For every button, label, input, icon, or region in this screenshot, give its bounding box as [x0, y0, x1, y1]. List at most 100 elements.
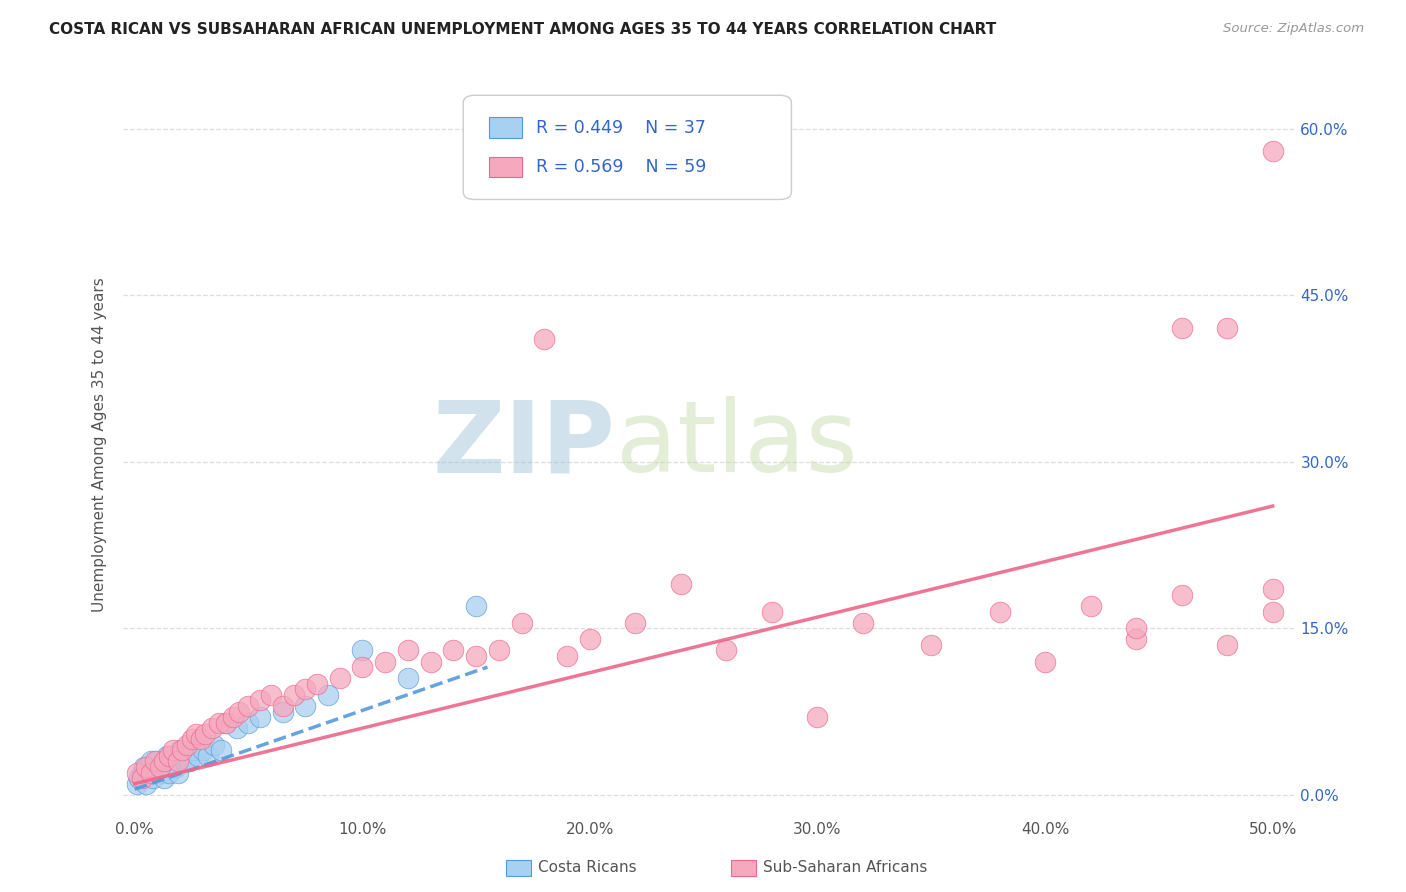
FancyBboxPatch shape: [489, 118, 522, 138]
Point: [179, 755, 201, 769]
Point: [294, 698, 316, 713]
Point: [316, 688, 339, 702]
FancyBboxPatch shape: [489, 157, 522, 178]
Point: [761, 605, 783, 619]
Point: [150, 760, 173, 774]
Point: [153, 771, 176, 785]
Point: [1125, 621, 1147, 635]
Point: [139, 755, 162, 769]
Point: [328, 671, 350, 685]
Point: [294, 682, 316, 697]
Point: [176, 738, 198, 752]
Point: [149, 765, 172, 780]
Point: [228, 705, 250, 719]
Point: [249, 693, 271, 707]
Y-axis label: Unemployment Among Ages 35 to 44 years: Unemployment Among Ages 35 to 44 years: [93, 277, 107, 613]
Point: [226, 721, 249, 735]
Point: [135, 760, 157, 774]
Point: [352, 660, 374, 674]
Point: [215, 715, 238, 730]
Point: [1125, 632, 1147, 647]
Text: Costa Ricans: Costa Ricans: [538, 861, 637, 875]
Text: ZIP: ZIP: [433, 396, 616, 493]
Point: [125, 777, 148, 791]
Point: [852, 615, 875, 630]
Point: [465, 648, 488, 663]
Point: [260, 688, 283, 702]
Point: [1080, 599, 1102, 613]
Point: [143, 760, 166, 774]
Point: [396, 671, 419, 685]
Point: [167, 765, 190, 780]
Point: [135, 777, 157, 791]
Point: [160, 755, 183, 769]
Point: [173, 755, 195, 769]
Point: [1170, 321, 1192, 335]
Text: R = 0.449    N = 37: R = 0.449 N = 37: [536, 119, 706, 136]
Point: [249, 710, 271, 724]
Point: [1261, 582, 1284, 597]
Point: [165, 760, 187, 774]
Point: [149, 760, 172, 774]
Point: [465, 599, 488, 613]
Text: atlas: atlas: [616, 396, 858, 493]
Point: [157, 748, 180, 763]
Point: [419, 655, 441, 669]
Point: [125, 765, 148, 780]
Point: [155, 748, 177, 763]
Point: [579, 632, 602, 647]
Point: [221, 710, 243, 724]
Point: [131, 771, 153, 785]
Text: Sub-Saharan Africans: Sub-Saharan Africans: [763, 861, 928, 875]
Point: [238, 715, 260, 730]
Point: [1216, 321, 1239, 335]
Point: [143, 755, 166, 769]
Point: [920, 638, 942, 652]
Point: [190, 732, 212, 747]
Point: [283, 688, 305, 702]
Point: [716, 643, 738, 657]
Point: [202, 738, 225, 752]
Point: [1170, 588, 1192, 602]
Text: Source: ZipAtlas.com: Source: ZipAtlas.com: [1223, 22, 1364, 36]
Point: [197, 748, 219, 763]
Point: [180, 732, 202, 747]
Point: [1216, 638, 1239, 652]
Point: [187, 748, 209, 763]
Point: [138, 765, 160, 780]
Point: [624, 615, 647, 630]
Point: [157, 765, 180, 780]
Point: [806, 710, 828, 724]
Text: COSTA RICAN VS SUBSAHARAN AFRICAN UNEMPLOYMENT AMONG AGES 35 TO 44 YEARS CORRELA: COSTA RICAN VS SUBSAHARAN AFRICAN UNEMPL…: [49, 22, 997, 37]
Point: [128, 771, 150, 785]
Point: [271, 705, 294, 719]
Point: [374, 655, 396, 669]
Point: [167, 755, 190, 769]
Point: [441, 643, 464, 657]
Point: [396, 643, 419, 657]
Point: [142, 771, 165, 785]
Point: [271, 698, 294, 713]
Point: [194, 727, 217, 741]
Point: [172, 743, 194, 757]
Point: [183, 743, 205, 757]
Point: [139, 765, 162, 780]
Point: [132, 760, 155, 774]
Point: [988, 605, 1011, 619]
Point: [1261, 144, 1284, 158]
Point: [305, 677, 328, 691]
Point: [169, 743, 191, 757]
Point: [201, 721, 224, 735]
Point: [488, 643, 510, 657]
Point: [191, 743, 214, 757]
Point: [208, 715, 231, 730]
Point: [184, 727, 207, 741]
FancyBboxPatch shape: [463, 95, 792, 200]
Point: [146, 755, 169, 769]
Point: [153, 755, 176, 769]
Point: [1261, 605, 1284, 619]
Text: R = 0.569    N = 59: R = 0.569 N = 59: [536, 158, 706, 176]
Point: [238, 698, 260, 713]
Point: [510, 615, 533, 630]
Point: [533, 333, 555, 347]
